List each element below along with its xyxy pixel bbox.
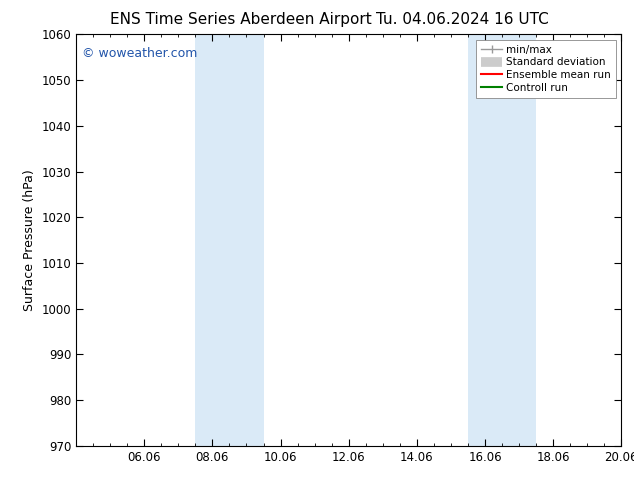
Bar [195,34,264,446]
Legend: min/max, Standard deviation, Ensemble mean run, Controll run: min/max, Standard deviation, Ensemble me… [476,40,616,98]
Text: ENS Time Series Aberdeen Airport: ENS Time Series Aberdeen Airport [110,12,372,27]
Text: © woweather.com: © woweather.com [82,47,197,60]
Bar [468,34,536,446]
Text: Tu. 04.06.2024 16 UTC: Tu. 04.06.2024 16 UTC [377,12,549,27]
Y-axis label: Surface Pressure (hPa): Surface Pressure (hPa) [23,169,36,311]
